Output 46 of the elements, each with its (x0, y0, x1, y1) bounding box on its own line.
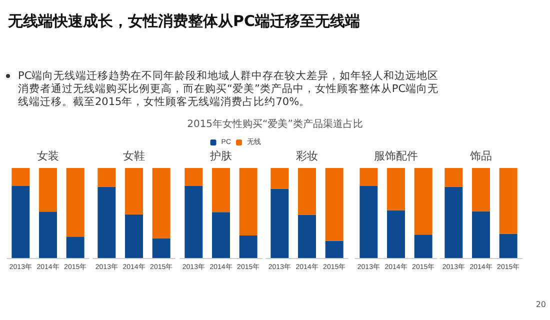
bar (39, 168, 57, 212)
bar (270, 188, 289, 258)
bar (298, 168, 316, 215)
bar (499, 168, 518, 234)
bar (387, 210, 405, 258)
bar (125, 168, 143, 214)
bar (360, 168, 378, 186)
chart-title: 饰品 (469, 150, 492, 162)
bar (444, 168, 463, 187)
bar (66, 236, 84, 258)
bar (360, 186, 378, 258)
bar (499, 234, 518, 258)
bar (270, 168, 289, 189)
chart-title: 护肤 (209, 150, 232, 162)
bar (239, 168, 258, 236)
bar (98, 168, 116, 187)
bar (298, 214, 316, 258)
bar (184, 186, 203, 258)
bar (387, 168, 405, 210)
bar (472, 211, 490, 258)
bar (39, 212, 57, 258)
bar (212, 212, 230, 258)
bar (414, 168, 432, 235)
bar (444, 186, 463, 258)
bar (414, 234, 432, 258)
text: 无线端快速成长，女性消费整体从PC端迁移至无线端 (8, 12, 360, 31)
bar (125, 214, 143, 258)
chart-title: 女装 (37, 150, 59, 162)
bar (98, 186, 116, 258)
text: 20 (536, 300, 546, 309)
chart-title: 彩妆 (296, 150, 318, 162)
bar (152, 238, 170, 258)
chart-title: 服饰配件 (374, 150, 418, 162)
bar (325, 240, 344, 258)
bar (212, 168, 230, 212)
chart-title: 女鞋 (123, 150, 145, 162)
text: 2015年女性购买“爱美”类产品渠道占比 (186, 118, 364, 131)
bar (152, 168, 170, 238)
bar (472, 168, 490, 212)
bar (12, 168, 30, 186)
bar (12, 186, 30, 258)
text: PC端向无线端迁移趋势在不同年龄段和地域人群中存在较大差异，如年轻人和边远地区消费者通过无线端购买比例更高，而在购买“爱美”类产品中，女性顾客整体从PC端向无线端迁移。截至2015年，女性顾客无线端消费占比约70%。 (18, 70, 440, 109)
bar (325, 168, 344, 241)
bar (184, 168, 203, 186)
bar (66, 168, 84, 237)
bar (239, 236, 258, 258)
